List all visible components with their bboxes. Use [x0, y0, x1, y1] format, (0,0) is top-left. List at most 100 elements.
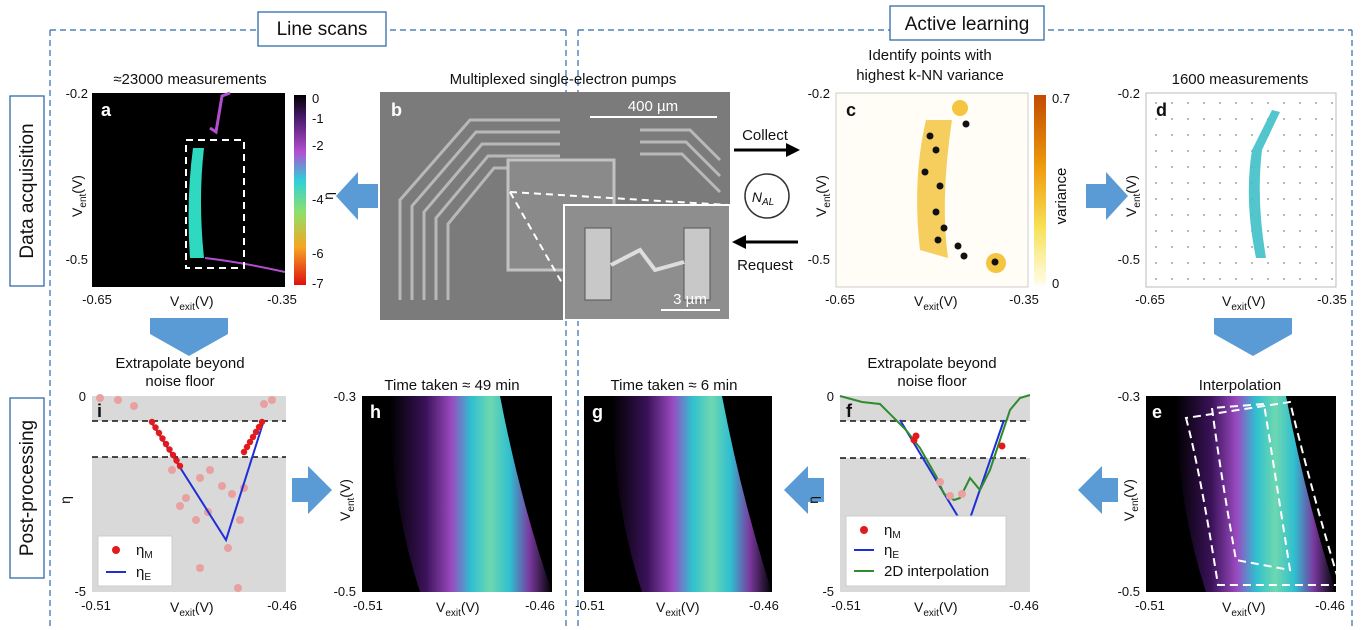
panel-d-grid-point	[1187, 166, 1189, 168]
panel-d-grid-point	[1299, 134, 1301, 136]
panel-d-grid-point	[1267, 150, 1269, 152]
panel-d-grid-point	[1171, 198, 1173, 200]
panel-a-tail	[204, 257, 286, 273]
panel-i-eta-m-point	[155, 429, 163, 437]
panel-d-grid-point	[1315, 230, 1317, 232]
panel-d-grid-point	[1187, 102, 1189, 104]
panel-d-grid-point	[1267, 214, 1269, 216]
panel-d-grid-point	[1331, 150, 1333, 152]
panel-f-ytick-top: 0	[827, 389, 834, 404]
panel-d-grid-point	[1251, 262, 1253, 264]
panel-d-grid-point	[1315, 182, 1317, 184]
panel-e-title: Interpolation	[1199, 377, 1282, 394]
panel-i-pink-point	[196, 564, 204, 572]
panel-e-band	[1176, 396, 1336, 592]
panel-d-grid-point	[1203, 182, 1205, 184]
panel-i-eta-m-point	[240, 448, 248, 456]
panel-i-legend-m: ηM	[136, 542, 153, 561]
panel-d-grid-point	[1251, 278, 1253, 280]
panel-i-eta-m-point	[162, 440, 170, 448]
arrow-c-to-d	[1086, 172, 1128, 220]
panel-d-grid-point	[1299, 102, 1301, 104]
panel-i-pink-point	[96, 394, 104, 402]
panel-h-xtick-right: -0.46	[525, 598, 555, 613]
panel-d-grid-point	[1235, 118, 1237, 120]
panel-f-legend-e: ηE	[884, 542, 899, 561]
panel-d-grid-point	[1187, 278, 1189, 280]
panel-f-title1: Extrapolate beyond	[867, 355, 996, 372]
panel-d-grid-point	[1219, 198, 1221, 200]
panel-d-grid-point	[1219, 262, 1221, 264]
panel-i-eta-m-point	[169, 451, 177, 459]
panel-d-grid-point	[1331, 102, 1333, 104]
panel-d-grid-point	[1235, 230, 1237, 232]
panel-d-grid-point	[1283, 230, 1285, 232]
panel-d-grid-point	[1235, 150, 1237, 152]
side-acquisition-box	[9, 95, 45, 287]
panel-d-grid-point	[1155, 230, 1157, 232]
panel-d-band	[1248, 110, 1280, 258]
panel-d-grid-point	[1235, 102, 1237, 104]
panel-d-grid-point	[1315, 118, 1317, 120]
panel-i-pink-point	[182, 494, 190, 502]
panel-b-scale2: 3 µm	[673, 291, 707, 308]
panel-i-pink-point	[224, 544, 232, 552]
panel-d-grid-point	[1251, 246, 1253, 248]
panel-h-ytick-bottom: -0.5	[334, 584, 356, 599]
flow-arrows	[150, 172, 1292, 514]
panel-a-cbar-4: -6	[312, 246, 324, 261]
panel-d-grid-point	[1155, 134, 1157, 136]
panel-c-cbar-label: variance	[1053, 168, 1070, 225]
arrow-e-to-f	[1078, 466, 1118, 514]
panel-i-pink-point	[192, 516, 200, 524]
panel-d-grid-point	[1187, 246, 1189, 248]
panel-d-grid-point	[1331, 198, 1333, 200]
arrow-d-to-e	[1214, 318, 1292, 356]
panel-i-ylabel: η	[57, 496, 73, 504]
panel-d-xtick-left: -0.65	[1135, 292, 1165, 307]
panel-d-grid-point	[1235, 278, 1237, 280]
panel-d-grid-point	[1219, 166, 1221, 168]
panel-a-roi	[185, 139, 245, 269]
panel-d-grid-point	[1187, 262, 1189, 264]
panel-d-grid-point	[1203, 230, 1205, 232]
panel-d-grid-point	[1155, 278, 1157, 280]
panel-e-xtick-left: -0.51	[1135, 598, 1165, 613]
panel-d-grid-point	[1331, 214, 1333, 216]
panel-e-ylabel: Vent(V)	[1121, 479, 1141, 521]
panel-d-xtick-right: -0.35	[1317, 292, 1347, 307]
panel-h-band	[390, 396, 552, 592]
side-post: Post-processing	[17, 420, 38, 556]
panel-i-eta-m-point	[252, 428, 260, 436]
panel-d-grid-point	[1267, 230, 1269, 232]
panel-a-band	[188, 148, 204, 258]
panel-d-grid-point	[1267, 102, 1269, 104]
panel-d-grid-point	[1251, 134, 1253, 136]
panel-d-grid-point	[1219, 102, 1221, 104]
panel-d-ytick-top: -0.2	[1118, 86, 1140, 101]
panel-d-grid-point	[1267, 246, 1269, 248]
panel-a-cbar-2: -2	[312, 138, 324, 153]
panel-d-grid-point	[1315, 214, 1317, 216]
panel-c-colorbar	[1034, 95, 1046, 285]
panel-d-grid-point	[1299, 118, 1301, 120]
panel-d-grid-point	[1219, 278, 1221, 280]
panel-a-ylabel: Vent(V)	[69, 175, 89, 217]
panel-c-ytick-bottom: -0.5	[808, 252, 830, 267]
panel-i-title1: Extrapolate beyond	[115, 355, 244, 372]
panel-c-title1: Identify points with	[868, 47, 991, 64]
panel-g-xlabel: Vexit(V)	[656, 599, 700, 619]
panel-d-grid-point	[1331, 118, 1333, 120]
panel-d-grid-point	[1283, 102, 1285, 104]
panel-d-letter: d	[1156, 100, 1167, 120]
panel-d-grid-point	[1235, 166, 1237, 168]
panel-g-letter: g	[592, 402, 603, 422]
panel-d-grid-point	[1187, 230, 1189, 232]
panel-d-grid-point	[1203, 102, 1205, 104]
panel-e-letter: e	[1152, 402, 1162, 422]
panel-d-grid-point	[1299, 278, 1301, 280]
panel-d-grid-point	[1203, 278, 1205, 280]
panel-i-eta-m-point	[243, 443, 251, 451]
panel-d-grid-point	[1219, 246, 1221, 248]
panel-d-grid-point	[1187, 118, 1189, 120]
